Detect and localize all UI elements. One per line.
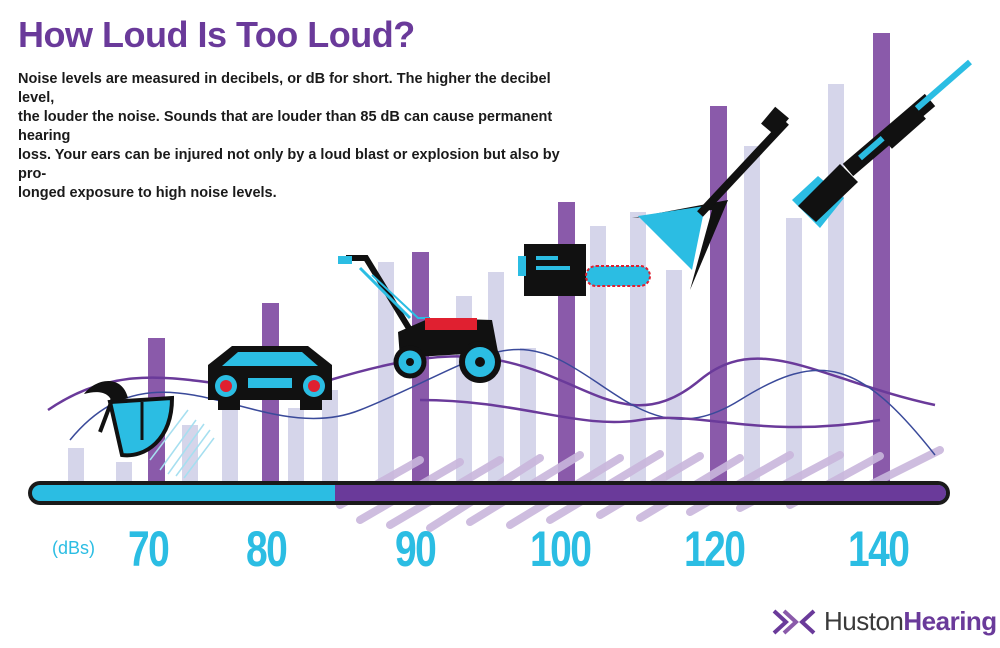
unit-label: (dBs) xyxy=(52,538,96,558)
logo-mark-icon xyxy=(772,609,816,634)
tick-80: 80 xyxy=(246,521,288,577)
intro-line-3: loss. Your ears can be injured not only … xyxy=(18,147,560,182)
logo-text-part1: Huston xyxy=(824,606,904,636)
tick-100: 100 xyxy=(530,521,592,577)
tick-120: 120 xyxy=(684,521,746,577)
chainsaw-icon xyxy=(518,244,651,296)
lawn-mower-icon xyxy=(338,255,501,383)
tick-140: 140 xyxy=(848,521,910,577)
tick-90: 90 xyxy=(395,521,437,577)
car-icon xyxy=(208,346,332,410)
electric-guitar-icon xyxy=(632,106,789,290)
hatch-blue xyxy=(149,409,215,479)
intro-paragraph: Noise levels are measured in decibels, o… xyxy=(18,70,578,203)
logo-text-part2: Hearing xyxy=(903,606,997,636)
page-title: How Loud Is Too Loud? xyxy=(18,14,415,55)
logo-text: HustonHearing xyxy=(824,606,997,637)
tick-70: 70 xyxy=(128,521,170,577)
huston-hearing-logo: HustonHearing xyxy=(770,606,997,637)
intro-line-1: Noise levels are measured in decibels, o… xyxy=(18,71,551,106)
leaf-blower-icon xyxy=(84,381,175,458)
shotgun-icon xyxy=(792,59,972,228)
wave-purple-2 xyxy=(419,398,881,429)
decibel-scale-bar xyxy=(28,481,950,505)
intro-line-2: the louder the noise. Sounds that are lo… xyxy=(18,109,553,144)
light-bars xyxy=(68,84,844,490)
intro-line-4: longed exposure to high noise levels. xyxy=(18,185,277,201)
